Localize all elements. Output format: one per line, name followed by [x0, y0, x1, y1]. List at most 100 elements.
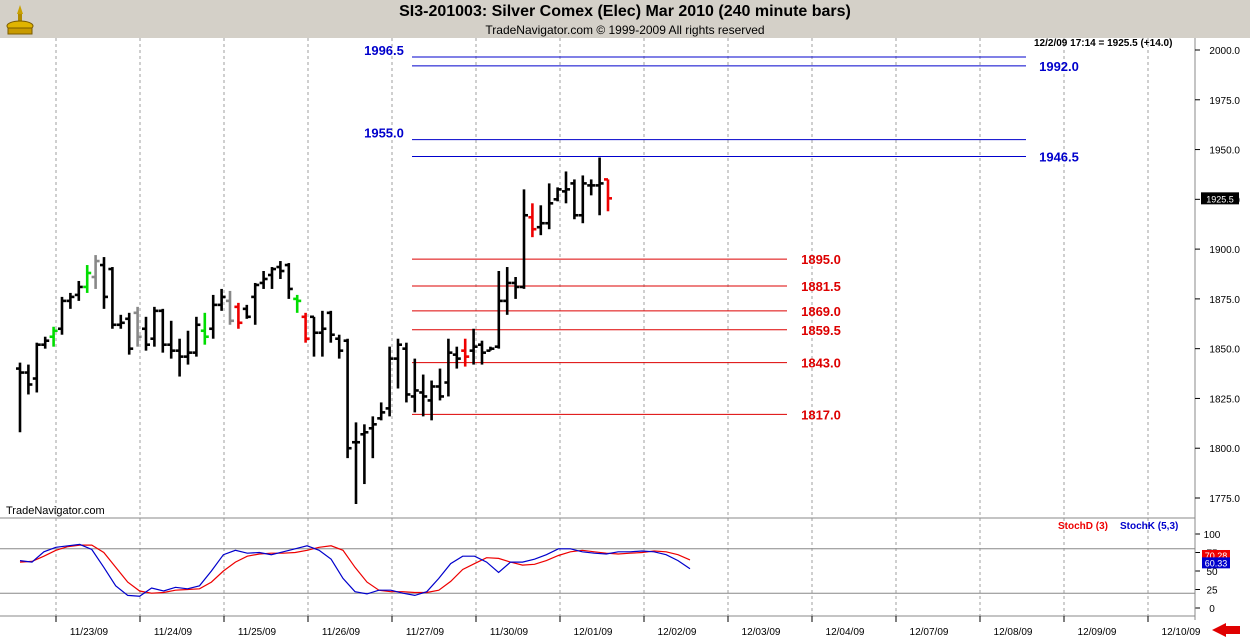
- level-label: 1869.0: [801, 304, 841, 319]
- ohlc-bar: [377, 402, 386, 421]
- ohlc-bar: [116, 314, 125, 329]
- ohlc-bar: [427, 380, 436, 421]
- ohlc-bar: [91, 255, 100, 289]
- copyright-subtitle: TradeNavigator.com © 1999-2009 All right…: [485, 23, 765, 37]
- ohlc-bar: [259, 271, 268, 289]
- ohlc-bar: [150, 306, 159, 347]
- ohlc-bar: [133, 306, 142, 347]
- ohlc-bar: [553, 187, 562, 202]
- stoch-y-tick-label: 100: [1204, 530, 1221, 541]
- last-price-box: [1201, 192, 1239, 205]
- ohlc-bar: [158, 308, 167, 353]
- ohlc-bar: [444, 338, 453, 397]
- ohlc-bar: [310, 315, 318, 357]
- last-price-label: 1925.5: [1206, 194, 1234, 204]
- ohlc-bar: [167, 320, 176, 359]
- level-label: 1817.0: [801, 407, 841, 422]
- ohlc-bar: [528, 203, 537, 238]
- ohlc-bar: [326, 310, 335, 343]
- ohlc-bar: [494, 271, 503, 349]
- ohlc-bar: [562, 171, 570, 204]
- ohlc-bar: [343, 338, 352, 459]
- stoch-series-line: [19, 543, 691, 597]
- ohlc-bar: [360, 424, 369, 485]
- stoch-y-tick-label: 25: [1206, 586, 1218, 597]
- watermark-text: TradeNavigator.com: [6, 505, 105, 517]
- ohlc-bar: [268, 267, 276, 289]
- ohlc-bar: [587, 179, 596, 196]
- ohlc-bar: [394, 338, 402, 389]
- scroll-left-arrow-icon[interactable]: [1212, 623, 1226, 637]
- ohlc-bar: [175, 338, 184, 377]
- y-tick-label: 1900.0: [1209, 245, 1240, 256]
- ohlc-bar: [251, 282, 260, 325]
- ohlc-bar: [200, 312, 209, 345]
- stochk-legend: StochK (5,3): [1120, 521, 1178, 532]
- ohlc-bar: [520, 189, 528, 289]
- x-tick-label: 12/01/09: [574, 627, 613, 638]
- trade-navigator-logo-icon: [6, 5, 34, 35]
- stochastic-panel: 0255075100StochD (3)StochK (5,3)70.2860.…: [0, 521, 1230, 615]
- ohlc-bar: [335, 334, 344, 359]
- level-label: 1895.0: [801, 252, 841, 267]
- level-label: 1955.0: [364, 126, 404, 141]
- scroll-left-arrow-tail[interactable]: [1224, 626, 1240, 634]
- x-tick-label: 11/30/09: [490, 627, 529, 638]
- ohlc-bar: [83, 265, 92, 293]
- stochd-value-box: [1202, 549, 1230, 561]
- level-label: 1992.0: [1039, 59, 1079, 74]
- ohlc-bar: [234, 302, 243, 329]
- ohlc-bar: [217, 288, 226, 311]
- x-tick-label: 11/27/09: [406, 627, 445, 638]
- ohlc-bar: [511, 276, 520, 299]
- ohlc-bar: [402, 342, 411, 403]
- ohlc-bar: [226, 290, 234, 325]
- ohlc-bar: [410, 358, 419, 413]
- stochk-value-label: 60.33: [1205, 558, 1228, 568]
- stoch-y-tick-label: 0: [1209, 604, 1215, 615]
- ohlc-bar: [100, 257, 108, 309]
- ohlc-bar: [276, 261, 285, 279]
- ohlc-bar: [192, 316, 201, 357]
- level-label: 1843.0: [801, 356, 841, 371]
- ohlc-bar: [32, 342, 41, 393]
- ohlc-bar: [452, 346, 461, 369]
- ohlc-bar: [570, 179, 579, 220]
- x-tick-label: 12/03/09: [742, 627, 781, 638]
- ohlc-bar: [352, 422, 360, 504]
- x-tick-label: 11/26/09: [322, 627, 361, 638]
- ohlc-bar: [486, 346, 495, 352]
- x-tick-label: 11/25/09: [238, 627, 277, 638]
- ohlc-bar: [578, 175, 587, 224]
- chart-header: SI3-201003: Silver Comex (Elec) Mar 2010…: [0, 0, 1250, 38]
- y-tick-label: 2000.0: [1209, 46, 1240, 57]
- ohlc-bar: [318, 310, 327, 357]
- chart-title: SI3-201003: Silver Comex (Elec) Mar 2010…: [399, 3, 851, 20]
- ohlc-bar: [293, 294, 302, 313]
- stochd-legend: StochD (3): [1058, 521, 1108, 532]
- x-tick-label: 12/08/09: [994, 627, 1033, 638]
- ohlc-bar: [419, 374, 428, 417]
- last-update-readout: 12/2/09 17:14 = 1925.5 (+14.0): [1034, 38, 1173, 49]
- ohlc-bar: [461, 338, 470, 367]
- grid-lines: [55, 38, 1149, 616]
- ohlc-bar: [536, 205, 545, 236]
- axes: 11/23/09 11/24/09 11/25/09 11/26/09 11/27/09…: [0, 38, 1240, 638]
- ohlc-bar: [469, 328, 478, 365]
- ohlc-bar: [284, 263, 293, 299]
- x-tick-label: 12/09/09: [1078, 627, 1117, 638]
- y-tick-label: 1950.0: [1209, 146, 1240, 157]
- x-tick-label: 11/24/09: [154, 627, 193, 638]
- ohlc-bars: [16, 157, 612, 504]
- ohlc-bar: [385, 346, 394, 417]
- y-tick-label: 1975.0: [1209, 96, 1240, 107]
- level-label: 1881.5: [801, 279, 841, 294]
- y-tick-label: 1800.0: [1209, 444, 1240, 455]
- ohlc-bar: [595, 157, 604, 216]
- ohlc-bar: [209, 294, 218, 339]
- ohlc-bar: [503, 267, 512, 315]
- x-tick-label: 11/23/09: [70, 627, 109, 638]
- ohlc-bar: [49, 326, 58, 347]
- ohlc-bar: [125, 312, 134, 355]
- ohlc-bar: [545, 183, 554, 230]
